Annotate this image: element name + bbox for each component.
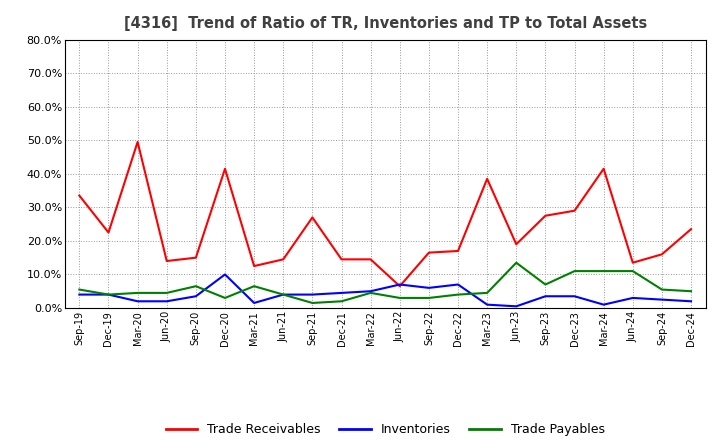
Inventories [308,292,317,297]
Trade Payables [308,301,317,306]
Trade Receivables [279,257,287,262]
Trade Receivables [454,248,462,253]
Trade Receivables [541,213,550,218]
Inventories [395,282,404,287]
Trade Payables [629,268,637,274]
Trade Receivables [192,255,200,260]
Trade Payables [454,292,462,297]
Inventories [220,272,229,277]
Trade Payables [425,295,433,301]
Inventories [337,290,346,296]
Trade Payables [366,290,375,296]
Trade Receivables [337,257,346,262]
Inventories [104,292,113,297]
Inventories [133,299,142,304]
Title: [4316]  Trend of Ratio of TR, Inventories and TP to Total Assets: [4316] Trend of Ratio of TR, Inventories… [124,16,647,32]
Trade Receivables [629,260,637,265]
Trade Receivables [163,258,171,264]
Trade Payables [192,283,200,289]
Inventories [512,304,521,309]
Trade Payables [163,290,171,296]
Inventories [425,285,433,290]
Trade Payables [279,292,287,297]
Inventories [541,293,550,299]
Inventories [163,299,171,304]
Trade Receivables [657,252,666,257]
Inventories [657,297,666,302]
Trade Payables [220,295,229,301]
Trade Payables [104,292,113,297]
Trade Payables [657,287,666,292]
Inventories [250,301,258,306]
Trade Receivables [220,166,229,172]
Trade Payables [337,299,346,304]
Trade Payables [250,283,258,289]
Trade Payables [687,289,696,294]
Trade Receivables [599,166,608,172]
Inventories [687,299,696,304]
Trade Payables [570,268,579,274]
Trade Receivables [308,215,317,220]
Trade Receivables [570,208,579,213]
Inventories [366,289,375,294]
Trade Receivables [425,250,433,255]
Trade Receivables [512,242,521,247]
Legend: Trade Receivables, Inventories, Trade Payables: Trade Receivables, Inventories, Trade Pa… [161,418,610,440]
Trade Payables [133,290,142,296]
Inventories [75,292,84,297]
Trade Receivables [366,257,375,262]
Trade Payables [395,295,404,301]
Inventories [454,282,462,287]
Inventories [629,295,637,301]
Trade Receivables [250,264,258,269]
Inventories [279,292,287,297]
Inventories [570,293,579,299]
Trade Receivables [687,227,696,232]
Line: Trade Receivables: Trade Receivables [79,142,691,286]
Trade Payables [541,282,550,287]
Trade Payables [483,290,492,296]
Inventories [599,302,608,307]
Trade Receivables [133,139,142,145]
Inventories [483,302,492,307]
Trade Payables [599,268,608,274]
Trade Receivables [483,176,492,181]
Line: Trade Payables: Trade Payables [79,263,691,303]
Trade Payables [512,260,521,265]
Trade Payables [75,287,84,292]
Trade Receivables [395,283,404,289]
Trade Receivables [104,230,113,235]
Inventories [192,293,200,299]
Trade Receivables [75,193,84,198]
Line: Inventories: Inventories [79,275,691,306]
